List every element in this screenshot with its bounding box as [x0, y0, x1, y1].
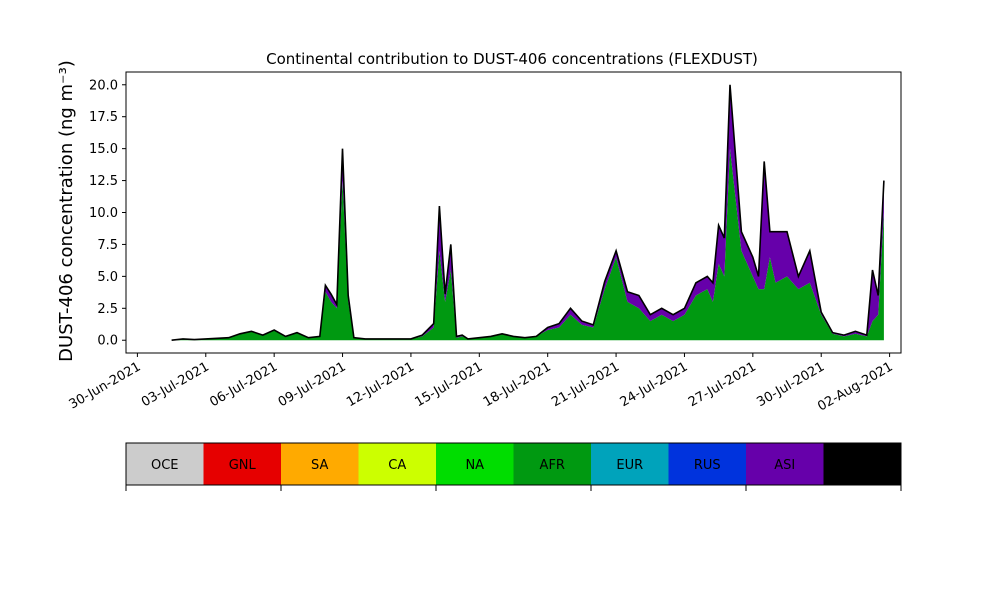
legend-frame	[125, 442, 902, 486]
legend-label-ca: CA	[388, 458, 406, 473]
legend-swatch-sa	[281, 443, 359, 485]
legend-label-gnl: GNL	[229, 458, 257, 473]
y-tick-label: 2.5	[97, 302, 118, 317]
legend: OCE GNL SA CA NA AFR EUR RUS ASI AUS	[125, 442, 902, 491]
y-axis-label: DUST-406 concentration (ng m⁻³)	[56, 60, 77, 362]
legend-label-afr: AFR	[540, 458, 565, 473]
x-tick-label: 12-Jul-2021	[344, 359, 417, 410]
legend-label-sa: SA	[311, 458, 328, 473]
x-tick-label: 27-Jul-2021	[686, 359, 759, 410]
y-tick-label: 15.0	[89, 142, 118, 157]
legend-swatch-rus	[668, 443, 747, 485]
legend-swatch-na	[436, 443, 514, 485]
x-tick-label: 21-Jul-2021	[549, 359, 622, 410]
legend-swatch-gnl	[203, 443, 282, 485]
x-tick-label: 24-Jul-2021	[618, 359, 691, 410]
x-tick-label: 30-Jun-2021	[67, 359, 144, 412]
legend-swatch-oce	[126, 443, 204, 485]
legend-swatch-eur	[591, 443, 669, 485]
legend-label-rus: RUS	[694, 458, 721, 473]
legend-swatch-ca	[358, 443, 437, 485]
y-tick-label: 0.0	[97, 334, 118, 349]
y-tick-label: 20.0	[89, 78, 118, 93]
x-tick-label: 02-Aug-2021	[815, 359, 895, 414]
y-tick-label: 12.5	[89, 174, 118, 189]
y-tick-label: 7.5	[97, 238, 118, 253]
legend-label-eur: EUR	[616, 458, 643, 473]
x-tick-label: 09-Jul-2021	[276, 359, 349, 410]
plot-area	[171, 84, 885, 341]
legend-label-asi: ASI	[774, 458, 795, 473]
legend-label-na: NA	[465, 458, 484, 473]
area-series-afr	[171, 148, 884, 341]
x-tick-label: 06-Jul-2021	[207, 359, 280, 410]
x-tick-label: 03-Jul-2021	[139, 359, 212, 410]
legend-swatch-afr	[513, 443, 592, 485]
x-tick-label: 15-Jul-2021	[412, 359, 485, 410]
chart-title: Continental contribution to DUST-406 con…	[266, 50, 758, 68]
x-axis: 30-Jun-202103-Jul-202106-Jul-202109-Jul-…	[67, 353, 896, 415]
legend-label-aus: AUS	[849, 458, 876, 473]
y-axis: 0.0 2.5 5.0 7.5 10.0 12.5 15.0 17.5 20.0	[89, 78, 126, 349]
y-tick-label: 17.5	[89, 110, 118, 125]
legend-swatch-asi	[746, 443, 824, 485]
total-outline-line	[171, 84, 885, 341]
y-tick-label: 5.0	[97, 270, 118, 285]
legend-swatch-aus	[823, 443, 902, 485]
legend-label-oce: OCE	[151, 458, 179, 473]
x-tick-label: 18-Jul-2021	[481, 359, 554, 410]
y-tick-label: 10.0	[89, 206, 118, 221]
